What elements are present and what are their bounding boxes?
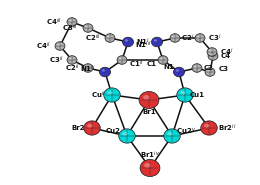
Text: Br2: Br2 <box>71 125 85 131</box>
Text: Cu$^{ii}$: Cu$^{ii}$ <box>90 89 106 101</box>
Ellipse shape <box>201 121 217 135</box>
Ellipse shape <box>195 34 205 42</box>
Ellipse shape <box>154 39 157 42</box>
Text: C2: C2 <box>204 65 214 71</box>
Ellipse shape <box>107 36 110 38</box>
Ellipse shape <box>209 50 212 52</box>
Text: C3$^{ii}$: C3$^{ii}$ <box>49 54 63 66</box>
Ellipse shape <box>197 36 200 38</box>
Ellipse shape <box>119 129 135 143</box>
Text: Cu2$^{v}$: Cu2$^{v}$ <box>176 126 196 136</box>
Text: C4: C4 <box>221 53 231 59</box>
Text: C3: C3 <box>219 66 229 72</box>
Ellipse shape <box>173 67 185 77</box>
Ellipse shape <box>205 68 215 76</box>
Ellipse shape <box>164 129 180 143</box>
Text: Br2$^{ii}$: Br2$^{ii}$ <box>218 122 236 134</box>
Ellipse shape <box>107 91 112 95</box>
Text: Br1$^{iv}$: Br1$^{iv}$ <box>140 149 160 161</box>
Text: Cu2: Cu2 <box>106 128 120 134</box>
Ellipse shape <box>152 37 162 47</box>
Ellipse shape <box>117 56 127 64</box>
Text: C2$^{i}$: C2$^{i}$ <box>181 32 195 44</box>
Text: C4$^{i}$: C4$^{i}$ <box>220 46 234 58</box>
Ellipse shape <box>122 132 127 136</box>
Text: C2$^{ii}$: C2$^{ii}$ <box>65 62 79 74</box>
Ellipse shape <box>139 91 159 109</box>
Text: C1: C1 <box>147 61 157 67</box>
Ellipse shape <box>167 132 172 136</box>
Ellipse shape <box>208 52 218 60</box>
Ellipse shape <box>119 58 122 60</box>
Ellipse shape <box>83 24 93 32</box>
Ellipse shape <box>55 42 65 50</box>
Ellipse shape <box>172 36 175 38</box>
Text: N1$^{iii}$: N1$^{iii}$ <box>135 39 151 51</box>
Ellipse shape <box>160 58 163 60</box>
Ellipse shape <box>67 56 77 64</box>
Ellipse shape <box>125 39 128 42</box>
Ellipse shape <box>122 37 133 47</box>
Ellipse shape <box>67 18 77 26</box>
Text: N1$^{ii}$: N1$^{ii}$ <box>80 63 96 75</box>
Ellipse shape <box>105 34 115 42</box>
Text: Br1: Br1 <box>142 109 156 115</box>
Ellipse shape <box>69 58 72 60</box>
Ellipse shape <box>104 88 120 102</box>
Ellipse shape <box>140 159 160 176</box>
Ellipse shape <box>204 124 209 128</box>
Ellipse shape <box>170 34 180 42</box>
Text: Cu1: Cu1 <box>190 92 205 98</box>
Ellipse shape <box>100 67 110 77</box>
Ellipse shape <box>176 69 179 72</box>
Text: C1$^{ii}$: C1$^{ii}$ <box>129 58 143 70</box>
Ellipse shape <box>207 48 217 56</box>
Text: C2$^{iii}$: C2$^{iii}$ <box>85 32 101 44</box>
Ellipse shape <box>192 64 202 72</box>
Text: C3$^{i}$: C3$^{i}$ <box>208 32 222 44</box>
Text: C4$^{ii}$: C4$^{ii}$ <box>36 40 50 52</box>
Ellipse shape <box>177 88 193 102</box>
Ellipse shape <box>83 64 93 72</box>
Ellipse shape <box>194 65 197 68</box>
Ellipse shape <box>87 124 92 128</box>
Ellipse shape <box>85 65 88 68</box>
Text: C4$^{iii}$: C4$^{iii}$ <box>46 16 62 28</box>
Text: N1$^{i}$: N1$^{i}$ <box>136 36 150 48</box>
Ellipse shape <box>57 43 60 46</box>
Ellipse shape <box>210 53 213 56</box>
Ellipse shape <box>144 163 151 168</box>
Ellipse shape <box>207 70 210 72</box>
Ellipse shape <box>85 26 88 28</box>
Ellipse shape <box>158 56 168 64</box>
Ellipse shape <box>102 69 105 72</box>
Text: C3$^{iii}$: C3$^{iii}$ <box>62 22 78 34</box>
Ellipse shape <box>143 95 150 100</box>
Ellipse shape <box>180 91 185 95</box>
Ellipse shape <box>69 20 72 22</box>
Text: N1: N1 <box>164 64 174 70</box>
Ellipse shape <box>84 121 100 135</box>
